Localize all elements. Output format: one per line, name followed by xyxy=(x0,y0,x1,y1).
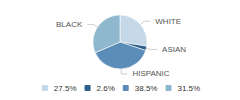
svg-text:ASIAN: ASIAN xyxy=(162,45,186,54)
svg-text:BLACK: BLACK xyxy=(56,20,83,29)
svg-text:27.5%: 27.5% xyxy=(54,84,77,93)
svg-text:31.5%: 31.5% xyxy=(177,84,200,93)
svg-text:WHITE: WHITE xyxy=(155,17,181,26)
svg-text:2.6%: 2.6% xyxy=(97,84,115,93)
svg-text:HISPANIC: HISPANIC xyxy=(132,69,169,78)
svg-text:38.5%: 38.5% xyxy=(135,84,158,93)
